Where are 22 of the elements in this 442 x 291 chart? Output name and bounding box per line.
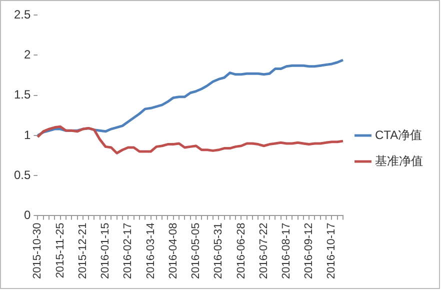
x-tick-label: 2016-03-14 bbox=[144, 222, 157, 280]
x-tick-label: 2015-11-25 bbox=[54, 222, 66, 278]
y-tick-label: 0 bbox=[24, 208, 31, 222]
y-tick-label: 2.5 bbox=[14, 7, 31, 22]
y-tick-label: 1.5 bbox=[14, 88, 31, 102]
x-tick-label: 2016-05-05 bbox=[190, 222, 202, 280]
y-tick-label: 1 bbox=[24, 128, 31, 142]
x-tick-label: 2016-05-31 bbox=[212, 222, 225, 280]
x-tick-label: 2015-10-30 bbox=[32, 222, 44, 280]
x-tick-label: 2016-07-22 bbox=[258, 222, 270, 280]
x-tick-label: 2016-01-15 bbox=[100, 222, 112, 280]
x-tick-label: 2016-10-17 bbox=[326, 222, 338, 280]
legend-label: CTA净值 bbox=[375, 128, 422, 142]
x-tick-label: 2016-02-17 bbox=[122, 222, 134, 280]
x-tick-label: 2016-06-28 bbox=[235, 222, 248, 280]
x-tick-label: 2016-08-17 bbox=[280, 222, 292, 280]
y-tick-label: 2 bbox=[24, 47, 31, 62]
x-tick-label: 2015-12-21 bbox=[76, 222, 89, 280]
x-tick-label: 2016-09-12 bbox=[303, 222, 316, 280]
x-tick-label: 2016-04-08 bbox=[167, 222, 180, 280]
legend-label: 基准净值 bbox=[375, 154, 423, 168]
y-tick-label: 0.5 bbox=[14, 168, 31, 182]
